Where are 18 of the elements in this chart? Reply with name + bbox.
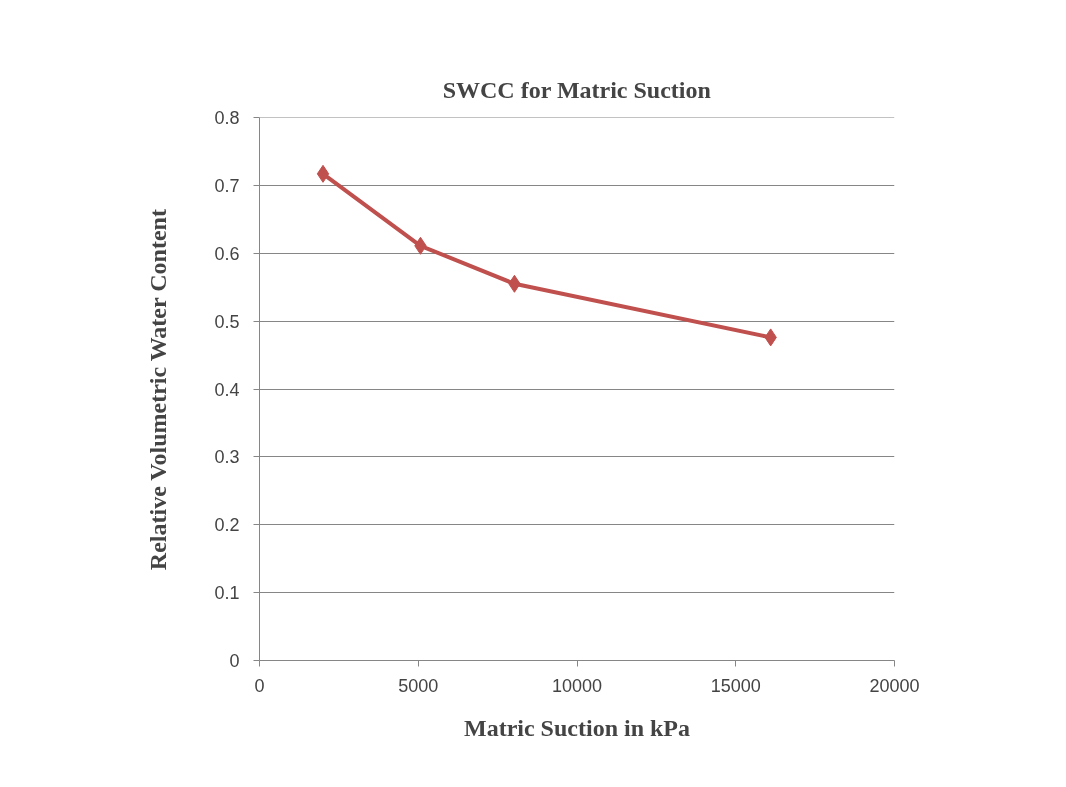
point — [316, 164, 330, 183]
y-tick-label: 0 — [229, 651, 240, 671]
y-tick-label: 0.5 — [214, 311, 240, 332]
y-tick-label: 0.1 — [214, 583, 240, 604]
y-axis-title: Relative Volumetric Water Content — [145, 209, 172, 571]
y-tick-label: 0.2 — [214, 515, 240, 536]
x-tick-label: 20000 — [869, 675, 920, 696]
x-tick-label: 15000 — [710, 675, 761, 696]
y-tick-label: 0.8 — [214, 108, 240, 128]
x-tick-label: 0 — [254, 675, 265, 696]
y-tick-label: 0.4 — [214, 379, 240, 400]
y-tick-label: 0.6 — [214, 243, 240, 264]
x-tick-label: 5000 — [398, 675, 439, 696]
chart-title: SWCC for Matric Suction — [442, 76, 711, 103]
y-tick-label: 0.3 — [214, 447, 240, 468]
x-axis-title: Matric Suction in kPa — [464, 714, 690, 741]
x-tick-label: 10000 — [551, 675, 603, 696]
y-tick-label: 0.7 — [214, 175, 240, 196]
